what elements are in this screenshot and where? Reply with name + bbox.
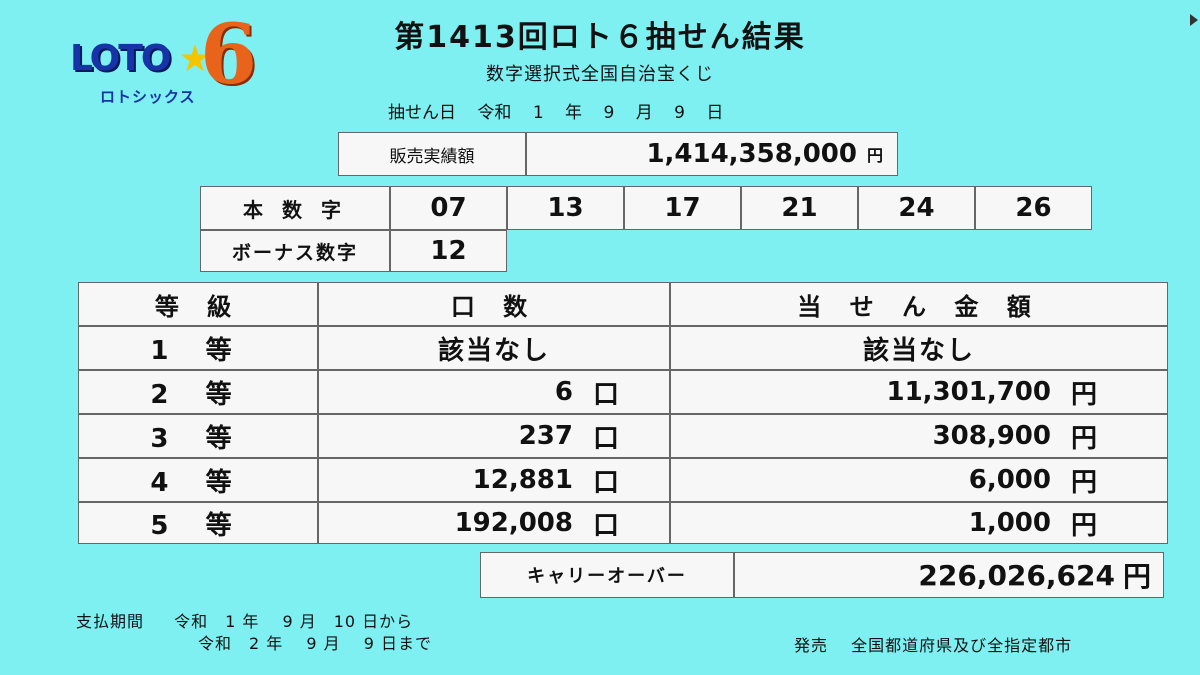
sales-value: 1,414,358,000 <box>646 139 857 169</box>
payment-label: 支払期間 <box>76 612 145 631</box>
loto6-logo: LOTO 6 ロトシックス <box>66 7 258 114</box>
prize-amount-4: 6,000 円 <box>670 458 1168 502</box>
prize-amount-1-value: 該当なし <box>862 335 975 366</box>
prize-header-count: 口 数 <box>318 282 670 326</box>
main-number-6: 26 <box>975 186 1092 230</box>
prize-amount-3-unit: 円 <box>1070 423 1097 454</box>
bonus-number: 12 <box>390 230 507 272</box>
payment-start: 令和 1 年 9 月 10 日から <box>174 612 414 631</box>
prize-count-4: 12,881 口 <box>318 458 670 502</box>
prize-count-5: 192,008 口 <box>318 502 670 544</box>
prize-count-5-unit: 口 <box>592 510 619 541</box>
page-subtitle: 数字選択式全国自治宝くじ <box>486 64 714 85</box>
main-number-2: 13 <box>507 186 624 230</box>
prize-count-2: 6 口 <box>318 370 670 414</box>
prize-amount-5-value: 1,000 <box>968 508 1051 538</box>
prize-count-5-value: 192,008 <box>454 508 573 538</box>
prize-amount-5: 1,000 円 <box>670 502 1168 544</box>
carryover-label: キャリーオーバー <box>480 552 734 598</box>
payment-end: 令和 2 年 9 月 9 日まで <box>198 634 432 653</box>
prize-rank-5: 5 等 <box>78 502 318 544</box>
bonus-number-label: ボーナス数字 <box>200 230 390 272</box>
sales-unit: 円 <box>866 146 883 165</box>
main-number-3: 17 <box>624 186 741 230</box>
prize-amount-4-value: 6,000 <box>968 465 1051 495</box>
main-number-1: 07 <box>390 186 507 230</box>
prize-count-3-unit: 口 <box>592 423 619 454</box>
prize-count-2-unit: 口 <box>592 379 619 410</box>
prize-amount-5-unit: 円 <box>1070 510 1097 541</box>
prize-rank-2: 2 等 <box>78 370 318 414</box>
draw-date-day: 9 <box>674 103 685 123</box>
page-title: 第1413回ロト６抽せん結果 <box>394 20 806 55</box>
draw-date-month: 9 <box>603 103 615 123</box>
prize-count-1: 該当なし <box>318 326 670 370</box>
main-number-5: 24 <box>858 186 975 230</box>
prize-rank-1: 1 等 <box>78 326 318 370</box>
prize-amount-1: 該当なし <box>670 326 1168 370</box>
cursor-icon <box>1190 14 1198 26</box>
draw-date-month-unit: 月 <box>635 103 653 123</box>
prize-amount-3-value: 308,900 <box>932 421 1051 451</box>
prize-amount-4-unit: 円 <box>1070 467 1097 498</box>
prize-rank-4: 4 等 <box>78 458 318 502</box>
prize-count-4-unit: 口 <box>592 467 619 498</box>
draw-date-year: 1 <box>532 103 544 123</box>
carryover-value: 226,026,624 <box>918 558 1115 592</box>
draw-date-year-unit: 年 <box>565 103 583 123</box>
prize-amount-2: 11,301,700 円 <box>670 370 1168 414</box>
logo-six-text: 6 <box>200 7 258 103</box>
carryover-unit: 円 <box>1122 560 1151 593</box>
prize-count-1-value: 該当なし <box>437 335 550 366</box>
draw-date-day-unit: 日 <box>706 103 724 123</box>
carryover-amount: 226,026,624 円 <box>734 552 1164 598</box>
draw-date-label: 抽せん日 <box>388 103 456 123</box>
draw-date-era: 令和 <box>477 103 512 123</box>
logo-loto-text: LOTO <box>70 38 171 79</box>
payment-period: 支払期間 令和 1 年 9 月 10 日から 令和 2 年 9 月 9 日まで <box>76 611 432 655</box>
prize-header-amount: 当 せ ん 金 額 <box>670 282 1168 326</box>
prize-count-2-value: 6 <box>554 377 573 407</box>
prize-count-4-value: 12,881 <box>472 465 573 495</box>
issuer: 発売 全国都道府県及び全指定都市 <box>794 636 1073 655</box>
logo-subtitle: ロトシックス <box>100 88 196 106</box>
main-numbers-label: 本 数 字 <box>200 186 390 230</box>
prize-header-rank: 等 級 <box>78 282 318 326</box>
prize-amount-2-unit: 円 <box>1070 379 1097 410</box>
sales-label: 販売実績額 <box>338 132 526 176</box>
prize-count-3: 237 口 <box>318 414 670 458</box>
prize-amount-2-value: 11,301,700 <box>886 377 1051 407</box>
main-number-4: 21 <box>741 186 858 230</box>
prize-amount-3: 308,900 円 <box>670 414 1168 458</box>
sales-amount: 1,414,358,000 円 <box>526 132 898 176</box>
draw-date: 抽せん日 令和 1 年 9 月 9 日 <box>388 98 737 123</box>
prize-rank-3: 3 等 <box>78 414 318 458</box>
prize-count-3-value: 237 <box>518 421 573 451</box>
